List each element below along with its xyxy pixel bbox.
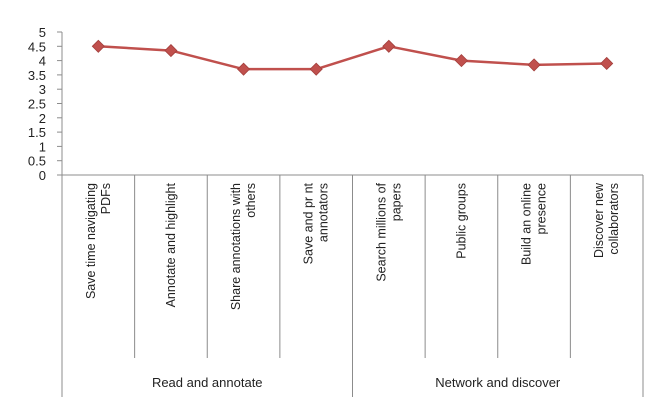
category-label: Share annotations withothers bbox=[229, 183, 258, 310]
category-label-line: Save and pr nt bbox=[302, 182, 316, 264]
data-point bbox=[454, 54, 469, 68]
category-label-line: papers bbox=[389, 183, 403, 221]
y-tick-label: 2 bbox=[39, 111, 46, 126]
category-label-line: annotators bbox=[317, 183, 331, 242]
data-point bbox=[236, 62, 251, 76]
y-tick-label: 4.5 bbox=[28, 39, 46, 54]
y-tick-label: 4 bbox=[39, 54, 46, 69]
category-label-line: PDFs bbox=[99, 183, 113, 214]
y-tick-label: 3 bbox=[39, 82, 46, 97]
data-point bbox=[527, 58, 541, 72]
category-label-line: Save time navigating bbox=[84, 183, 98, 299]
data-point bbox=[91, 39, 105, 53]
category-label-line: Search millions of bbox=[374, 182, 388, 281]
category-label-line: Share annotations with bbox=[229, 183, 243, 310]
category-label-line: Discover new bbox=[592, 182, 606, 258]
group-label: Network and discover bbox=[435, 375, 561, 390]
y-tick-label: 1.5 bbox=[28, 125, 46, 140]
category-label-line: presence bbox=[535, 183, 549, 234]
y-tick-label: 2.5 bbox=[28, 97, 46, 112]
data-point bbox=[309, 62, 323, 76]
category-label-line: Public groups bbox=[454, 183, 468, 259]
category-label: Search millions ofpapers bbox=[374, 182, 403, 281]
category-label: Discover newcollaborators bbox=[592, 182, 621, 258]
series-line bbox=[98, 45, 607, 71]
category-label-line: collaborators bbox=[607, 183, 621, 255]
y-tick-label: 5 bbox=[39, 25, 46, 40]
category-label: Save time navigatingPDFs bbox=[84, 183, 113, 299]
data-point bbox=[164, 44, 178, 58]
y-tick-label: 3.5 bbox=[28, 68, 46, 83]
data-point bbox=[600, 56, 614, 71]
y-tick-label: 0.5 bbox=[28, 154, 46, 169]
category-label-line: Build an online bbox=[520, 183, 534, 265]
category-label-line: others bbox=[244, 183, 258, 218]
y-tick-label: 0 bbox=[39, 168, 46, 183]
y-tick-label: 1 bbox=[39, 139, 46, 154]
group-label: Read and annotate bbox=[152, 375, 263, 390]
category-label-line: Annotate and highlight bbox=[164, 182, 178, 307]
category-label: Build an onlinepresence bbox=[520, 183, 549, 265]
category-label: Save and pr ntannotators bbox=[302, 182, 331, 264]
category-label: Annotate and highlight bbox=[164, 182, 178, 307]
data-point bbox=[382, 39, 396, 53]
category-label: Public groups bbox=[454, 183, 468, 259]
